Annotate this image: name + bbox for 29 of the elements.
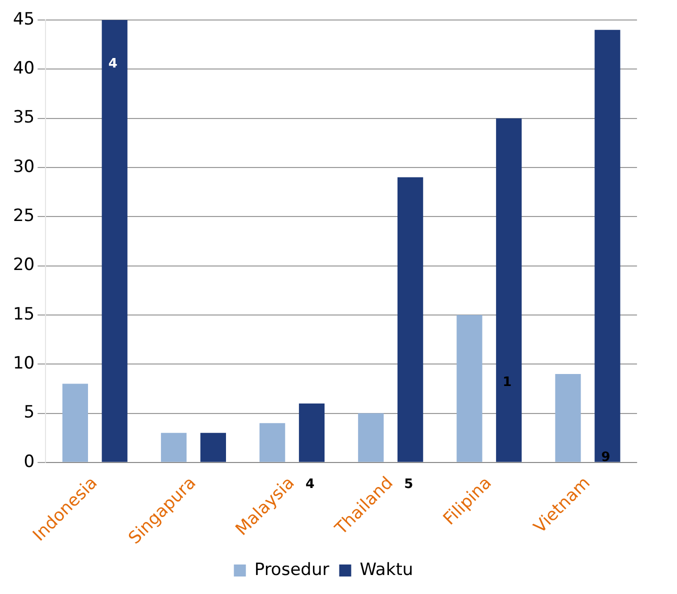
bar — [260, 423, 286, 462]
y-tick-label: 35 — [12, 108, 35, 128]
y-tick-label: 30 — [12, 156, 35, 177]
legend-label: Waktu — [360, 560, 414, 580]
y-tick-label: 0 — [24, 452, 35, 472]
y-tick-label: 25 — [12, 206, 35, 226]
bar — [102, 20, 128, 462]
annotation: 9 — [601, 450, 610, 465]
y-tick-label: 15 — [12, 304, 35, 324]
bar — [594, 30, 620, 462]
annotation: 4 — [108, 56, 118, 72]
bar — [555, 374, 581, 462]
bar — [62, 384, 88, 462]
bar — [200, 432, 226, 462]
bar — [358, 413, 384, 462]
text: 5 — [404, 476, 414, 492]
annotation: 1 — [502, 375, 512, 390]
y-tick-label: 40 — [12, 58, 35, 79]
bar — [160, 432, 187, 462]
bar — [456, 314, 482, 462]
y-tick-label: 5 — [24, 402, 35, 423]
text: 4 — [306, 476, 315, 492]
y-tick-label: 45 — [12, 9, 35, 30]
legend-label: Prosedur — [254, 560, 330, 580]
bar — [298, 403, 325, 462]
y-tick-label: 10 — [12, 354, 35, 374]
y-tick-label: 20 — [12, 255, 35, 276]
bar — [397, 177, 424, 462]
bar — [496, 118, 522, 462]
